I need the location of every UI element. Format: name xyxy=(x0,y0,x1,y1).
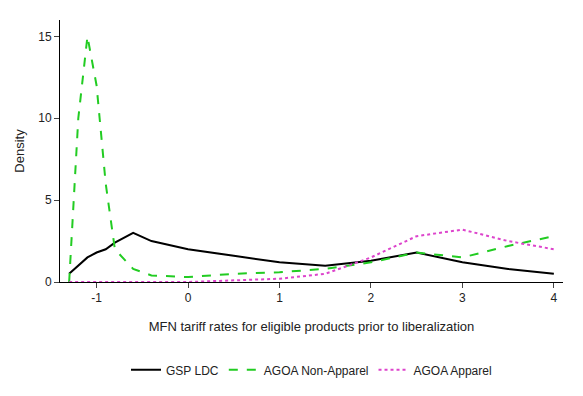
svg-text:Density: Density xyxy=(12,129,27,173)
svg-text:5: 5 xyxy=(45,193,52,207)
svg-text:2: 2 xyxy=(368,291,375,305)
svg-text:1: 1 xyxy=(276,291,283,305)
svg-text:3: 3 xyxy=(459,291,466,305)
svg-text:-1: -1 xyxy=(91,291,102,305)
svg-text:0: 0 xyxy=(45,275,52,289)
svg-text:AGOA Non-Apparel: AGOA Non-Apparel xyxy=(264,364,369,378)
svg-text:0: 0 xyxy=(185,291,192,305)
svg-text:10: 10 xyxy=(38,111,52,125)
svg-text:GSP LDC: GSP LDC xyxy=(166,364,219,378)
svg-text:4: 4 xyxy=(551,291,558,305)
svg-text:MFN tariff rates for eligible: MFN tariff rates for eligible products p… xyxy=(149,319,475,334)
svg-text:15: 15 xyxy=(38,30,52,44)
svg-text:AGOA Apparel: AGOA Apparel xyxy=(414,364,492,378)
